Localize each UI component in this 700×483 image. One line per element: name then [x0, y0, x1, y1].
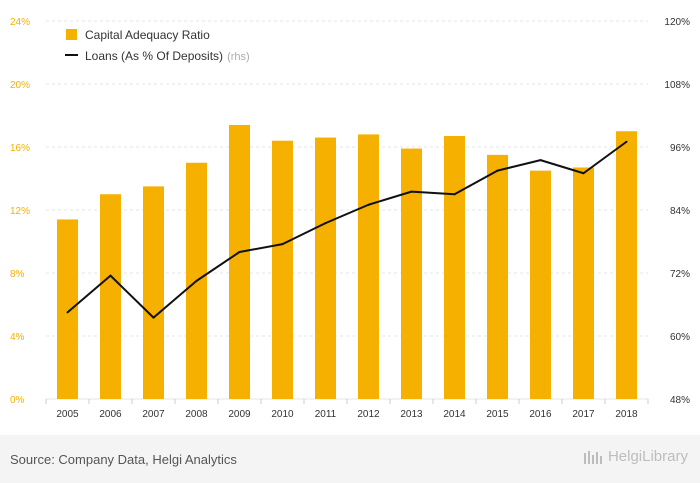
bar — [358, 134, 379, 399]
library-icon — [583, 450, 602, 464]
x-tick-label: 2018 — [615, 409, 638, 420]
helgi-library-logo: HelgiLibrary — [583, 448, 688, 465]
line-point — [324, 222, 327, 225]
left-tick-label: 8% — [10, 269, 25, 280]
line-point — [152, 316, 155, 319]
legend-bar-label: Capital Adequacy Ratio — [85, 28, 210, 42]
bar — [229, 124, 250, 399]
right-tick-label: 96% — [670, 143, 690, 154]
line-point — [109, 274, 112, 277]
right-tick-label: 60% — [670, 332, 690, 343]
bar — [487, 154, 508, 399]
x-tick-label: 2005 — [56, 409, 79, 420]
left-tick-label: 12% — [10, 206, 30, 217]
bar — [57, 219, 78, 399]
x-tick-label: 2010 — [271, 409, 294, 420]
bar — [143, 186, 164, 399]
legend-line-label-group: Loans (As % Of Deposits) (rhs) — [85, 49, 250, 63]
bar-series — [57, 124, 637, 400]
left-y-axis: 0% 4% 8% 12% 16% 20% 24% — [10, 17, 30, 406]
right-y-axis: 48% 60% 72% 84% 96% 108% 120% — [664, 17, 690, 406]
legend: Capital Adequacy Ratio Loans (As % Of De… — [65, 28, 250, 63]
legend-bar-swatch — [66, 29, 77, 40]
right-tick-label: 84% — [670, 206, 690, 217]
line-path — [66, 140, 628, 319]
line-point — [195, 279, 198, 282]
line-point — [367, 203, 370, 206]
x-tick-label: 2012 — [357, 409, 380, 420]
source-text: Source: Company Data, Helgi Analytics — [10, 452, 237, 467]
line-point — [496, 169, 499, 172]
bar — [444, 135, 465, 399]
right-tick-label: 72% — [670, 269, 690, 280]
chart: 2005 2006 2007 2008 2009 2010 2011 2012 2013 2014… — [10, 17, 690, 420]
line-point — [66, 311, 69, 314]
footer: Source: Company Data, Helgi Analytics He… — [0, 435, 700, 483]
bar — [401, 148, 422, 399]
x-tick-label: 2016 — [529, 409, 552, 420]
line-point — [238, 251, 241, 253]
line-point — [410, 190, 413, 193]
gridlines — [46, 20, 648, 400]
line-point — [539, 159, 542, 162]
right-tick-label: 108% — [664, 80, 690, 91]
x-tick-label: 2006 — [99, 409, 122, 420]
x-tick-label: 2015 — [486, 409, 509, 420]
bar — [530, 170, 551, 399]
legend-line-label: Loans (As % Of Deposits) — [85, 49, 223, 63]
bar — [100, 194, 121, 399]
bar — [315, 137, 336, 400]
x-tick-label: 2009 — [228, 409, 251, 420]
legend-rhs-note: (rhs) — [227, 51, 250, 63]
line-series — [66, 140, 628, 319]
x-tick-label: 2007 — [142, 409, 165, 420]
x-tick-label: 2008 — [185, 409, 208, 420]
bar — [272, 140, 293, 399]
logo-text: HelgiLibrary — [607, 448, 688, 465]
line-point — [582, 172, 585, 175]
x-axis: 2005 2006 2007 2008 2009 2010 2011 2012 2013 2014… — [45, 399, 649, 420]
bar — [573, 167, 594, 399]
left-tick-label: 0% — [10, 395, 25, 406]
x-tick-label: 2011 — [315, 409, 337, 420]
line-point — [281, 243, 284, 246]
left-tick-label: 16% — [10, 143, 30, 154]
left-tick-label: 24% — [10, 17, 30, 28]
left-tick-label: 20% — [10, 80, 30, 91]
bar — [616, 131, 637, 399]
line-point — [453, 193, 456, 196]
right-tick-label: 120% — [664, 17, 690, 28]
x-tick-label: 2013 — [400, 409, 423, 420]
x-tick-label: 2017 — [572, 409, 595, 420]
right-tick-label: 48% — [670, 395, 690, 406]
line-point — [625, 140, 628, 143]
left-tick-label: 4% — [10, 332, 25, 343]
x-tick-label: 2014 — [443, 409, 466, 420]
